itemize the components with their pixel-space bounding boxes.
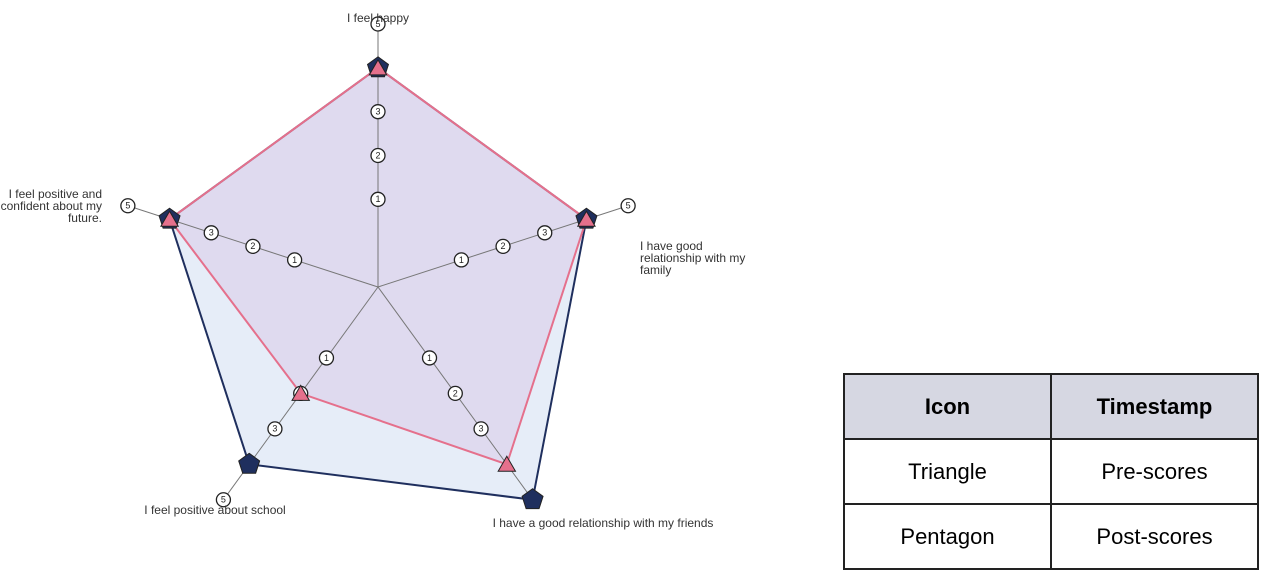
tick-label: 3 — [542, 228, 547, 238]
tick-mark — [120, 198, 136, 214]
tick-mark — [286, 252, 303, 268]
tick-mark — [473, 421, 489, 437]
tick-label: 1 — [459, 255, 464, 265]
table-cell: Post-scores — [1050, 503, 1259, 570]
axis-label: I feel happy — [346, 11, 410, 25]
triangle-marker — [576, 210, 596, 227]
tick-label: 2 — [453, 388, 458, 398]
tick-mark — [318, 350, 335, 366]
triangle-marker — [368, 58, 388, 76]
tick-label: 1 — [375, 194, 380, 204]
table-cell: Pre-scores — [1050, 438, 1259, 505]
tick-mark — [370, 191, 386, 207]
triangle-marker — [160, 210, 180, 227]
tick-label: 5 — [626, 201, 631, 211]
table-header: Icon — [843, 373, 1052, 440]
axis-label: I have good relationship with my family — [640, 239, 746, 277]
tick-label: 1 — [292, 255, 297, 265]
tick-label: 1 — [427, 353, 432, 363]
tick-label: 5 — [375, 19, 380, 29]
tick-label: 2 — [250, 241, 255, 251]
tick-label: 3 — [209, 228, 214, 238]
triangle-marker — [497, 455, 517, 472]
tick-mark — [215, 492, 232, 508]
axis-label: I feel positive about school — [144, 503, 286, 517]
legend-table: Icon Timestamp Triangle Pre-scores Pentago… — [843, 373, 1259, 570]
tick-label: 5 — [221, 495, 226, 505]
table-cell: Triangle — [843, 438, 1052, 505]
table-header: Timestamp — [1050, 373, 1259, 440]
triangle-marker — [291, 384, 311, 401]
pentagon-marker — [521, 488, 544, 510]
tick-mark — [421, 350, 438, 366]
tick-label: 1 — [324, 353, 329, 363]
tick-mark — [370, 16, 386, 32]
tick-mark — [537, 225, 553, 241]
tick-mark — [267, 421, 283, 437]
tick-mark — [370, 147, 386, 164]
tick-mark — [495, 238, 511, 255]
tick-mark — [453, 252, 470, 268]
tick-label: 5 — [125, 201, 130, 211]
tick-mark — [370, 104, 386, 120]
tick-mark — [620, 198, 636, 214]
tick-label: 2 — [375, 150, 380, 160]
tick-mark — [447, 385, 463, 402]
pentagon-marker — [238, 452, 261, 474]
tick-mark — [203, 225, 219, 241]
tick-label: 3 — [479, 424, 484, 434]
tick-label: 3 — [272, 424, 277, 434]
table-cell: Pentagon — [843, 503, 1052, 570]
tick-mark — [245, 238, 261, 255]
axis-label: I have a good relationship with my frien… — [492, 516, 714, 530]
tick-label: 3 — [375, 107, 380, 117]
axis-label: I feel positive and confident about my f… — [0, 187, 102, 225]
tick-label: 2 — [501, 241, 506, 251]
